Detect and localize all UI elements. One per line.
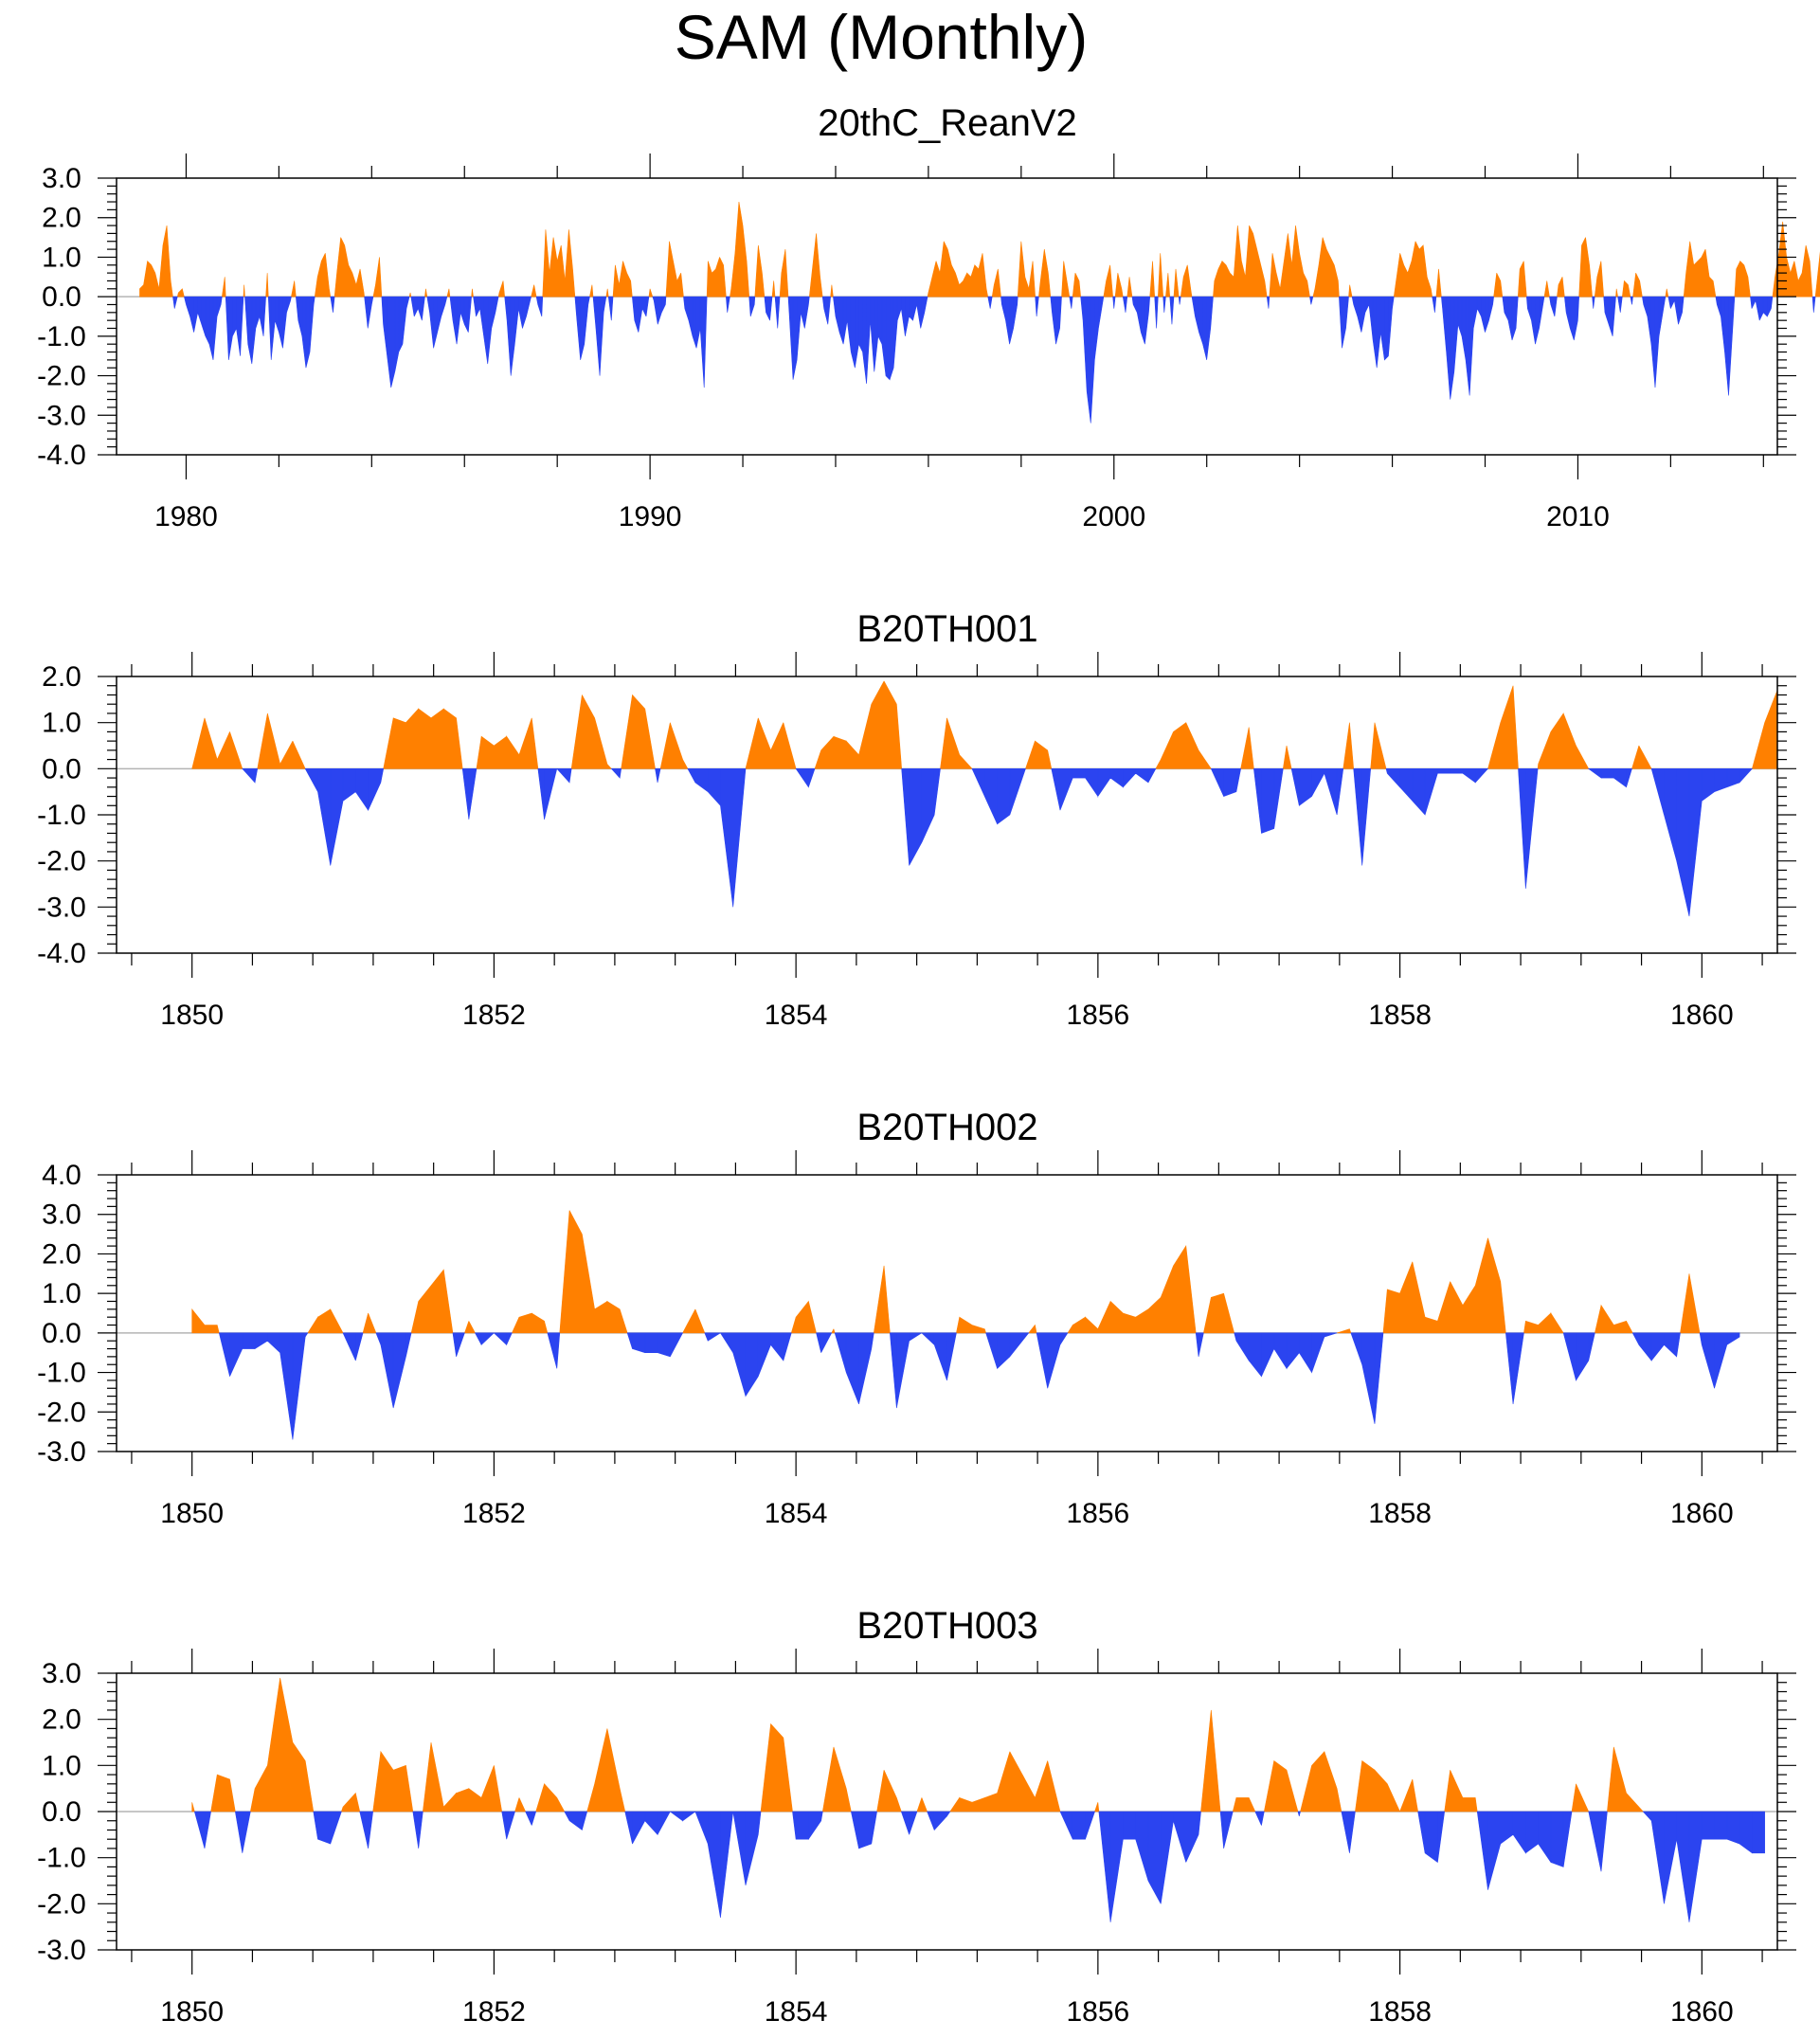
y-tick-label: 0.0: [42, 753, 81, 785]
x-tick-label: 1852: [462, 1000, 526, 1031]
x-tick-label: 1860: [1670, 1498, 1734, 1529]
positive-area-series: [139, 201, 1820, 298]
x-tick-label: 1854: [765, 1000, 828, 1031]
y-tick-label: -2.0: [37, 846, 86, 877]
x-tick-label: 1858: [1368, 1996, 1432, 2028]
y-tick-label: 0.0: [42, 1796, 81, 1828]
plot-frame: [116, 1174, 1778, 1452]
panel-title: B20TH002: [856, 1107, 1037, 1148]
y-tick-label: 2.0: [42, 203, 81, 234]
positive-area-series: [191, 1210, 1701, 1334]
x-tick-label: 1854: [765, 1996, 828, 2028]
y-tick-label: 1.0: [42, 1750, 81, 1781]
y-tick-label: -3.0: [37, 1436, 86, 1468]
x-tick-label: 1990: [619, 501, 682, 532]
y-tick-label: -2.0: [37, 1397, 86, 1428]
y-tick-label: -1.0: [37, 800, 86, 831]
x-tick-label: 1860: [1670, 1000, 1734, 1031]
positive-area-series: [191, 1677, 1644, 1813]
y-tick-label: -3.0: [37, 1935, 86, 1966]
panel-b20th002: B20TH002 4.0 3.0 2.0 1.0 0.0 -1.0 -2.0 -3.0 1850…: [37, 1107, 1796, 1529]
y-tick-label: 3.0: [42, 163, 81, 194]
y-tick-label: 4.0: [42, 1160, 81, 1191]
y-tick-label: 1.0: [42, 708, 81, 739]
x-tick-label: 1852: [462, 1498, 526, 1529]
x-tick-label: 1860: [1670, 1996, 1734, 2028]
y-tick-label: -2.0: [37, 1888, 86, 1920]
y-tick-label: -4.0: [37, 938, 86, 969]
panel-b20th001: B20TH001 2.0 1.0 0.0 -1.0 -2.0 -3.0 -4.0 1850 18…: [37, 608, 1796, 1031]
plot-frame: [116, 177, 1778, 456]
x-tick-label: 2010: [1546, 501, 1610, 532]
y-tick-label: 2.0: [42, 1704, 81, 1736]
y-tick-label: 1.0: [42, 242, 81, 273]
y-tick-label: -4.0: [37, 440, 86, 471]
x-tick-label: 2000: [1082, 501, 1145, 532]
y-tick-label: 1.0: [42, 1278, 81, 1309]
panel-title: B20TH003: [856, 1605, 1037, 1647]
positive-area-series: [191, 680, 1778, 769]
x-tick-label: 1850: [160, 1000, 224, 1031]
negative-area-series: [172, 296, 1816, 424]
x-tick-label: 1850: [160, 1498, 224, 1529]
x-tick-label: 1850: [160, 1996, 224, 2028]
panel-b20th003: B20TH003 3.0 2.0 1.0 0.0 -1.0 -2.0 -3.0 1850 185…: [37, 1605, 1796, 2028]
y-tick-label: 2.0: [42, 1238, 81, 1270]
y-tick-label: -3.0: [37, 400, 86, 431]
y-tick-label: 3.0: [42, 1658, 81, 1689]
x-tick-label: 1858: [1368, 1000, 1432, 1031]
negative-area-series: [242, 768, 1754, 917]
x-tick-label: 1856: [1066, 1498, 1129, 1529]
figure-title: SAM (Monthly): [675, 2, 1088, 72]
y-tick-label: -1.0: [37, 321, 86, 352]
x-tick-label: 1856: [1066, 1000, 1129, 1031]
y-tick-label: 2.0: [42, 661, 81, 693]
x-tick-label: 1856: [1066, 1996, 1129, 2028]
panel-title: 20thC_ReanV2: [818, 102, 1077, 144]
x-tick-label: 1854: [765, 1498, 828, 1529]
y-tick-label: -1.0: [37, 1843, 86, 1874]
y-tick-label: 3.0: [42, 1199, 81, 1231]
panel-20thc-reanv2: 20thC_ReanV2 3.0 2.0 1.0 0.0 -1.0 -2.0 -3.0 -4.…: [37, 102, 1820, 532]
y-tick-label: 0.0: [42, 1318, 81, 1349]
y-tick-label: -2.0: [37, 361, 86, 392]
x-tick-label: 1852: [462, 1996, 526, 2028]
y-tick-label: -3.0: [37, 892, 86, 923]
negative-area-series: [193, 1811, 1765, 1922]
negative-area-series: [218, 1332, 1740, 1440]
y-tick-label: 0.0: [42, 281, 81, 313]
x-tick-label: 1858: [1368, 1498, 1432, 1529]
x-tick-label: 1980: [154, 501, 218, 532]
y-tick-label: -1.0: [37, 1358, 86, 1389]
panel-title: B20TH001: [856, 608, 1037, 650]
